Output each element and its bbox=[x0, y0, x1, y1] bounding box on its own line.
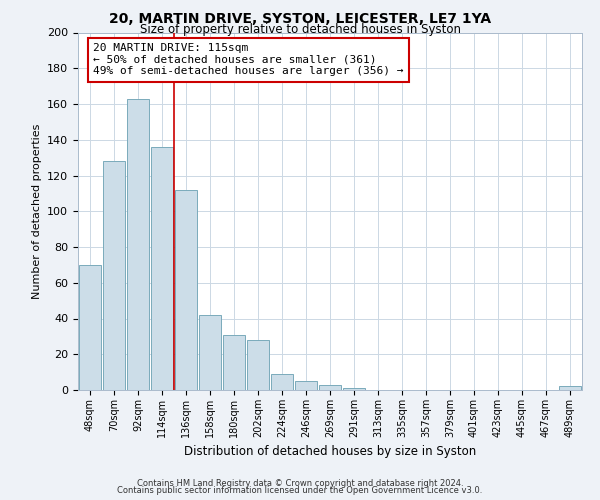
Text: Size of property relative to detached houses in Syston: Size of property relative to detached ho… bbox=[139, 23, 461, 36]
Y-axis label: Number of detached properties: Number of detached properties bbox=[32, 124, 41, 299]
Bar bbox=[559, 386, 581, 390]
Bar bbox=[223, 334, 245, 390]
Bar bbox=[103, 161, 125, 390]
Text: 20, MARTIN DRIVE, SYSTON, LEICESTER, LE7 1YA: 20, MARTIN DRIVE, SYSTON, LEICESTER, LE7… bbox=[109, 12, 491, 26]
Bar bbox=[151, 147, 173, 390]
Text: 20 MARTIN DRIVE: 115sqm
← 50% of detached houses are smaller (361)
49% of semi-d: 20 MARTIN DRIVE: 115sqm ← 50% of detache… bbox=[93, 43, 404, 76]
Bar bbox=[79, 265, 101, 390]
Bar bbox=[271, 374, 293, 390]
Bar bbox=[199, 315, 221, 390]
X-axis label: Distribution of detached houses by size in Syston: Distribution of detached houses by size … bbox=[184, 446, 476, 458]
Bar bbox=[247, 340, 269, 390]
Bar bbox=[175, 190, 197, 390]
Bar bbox=[319, 384, 341, 390]
Bar bbox=[127, 98, 149, 390]
Text: Contains HM Land Registry data © Crown copyright and database right 2024.: Contains HM Land Registry data © Crown c… bbox=[137, 478, 463, 488]
Bar bbox=[343, 388, 365, 390]
Bar bbox=[295, 381, 317, 390]
Text: Contains public sector information licensed under the Open Government Licence v3: Contains public sector information licen… bbox=[118, 486, 482, 495]
